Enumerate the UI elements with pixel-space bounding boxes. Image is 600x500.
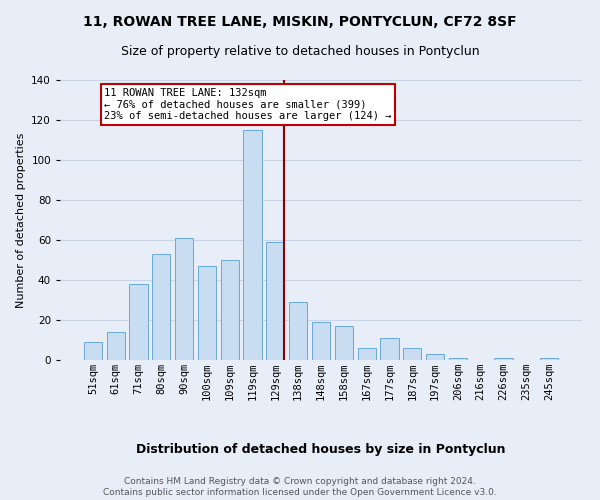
Bar — [130, 284, 148, 360]
Bar — [289, 302, 307, 360]
Bar — [494, 358, 512, 360]
Text: Size of property relative to detached houses in Pontyclun: Size of property relative to detached ho… — [121, 45, 479, 58]
Bar — [84, 342, 102, 360]
Bar — [152, 254, 170, 360]
Bar — [244, 130, 262, 360]
Bar — [198, 266, 216, 360]
Bar — [175, 238, 193, 360]
Bar — [266, 242, 284, 360]
Text: Contains HM Land Registry data © Crown copyright and database right 2024.
Contai: Contains HM Land Registry data © Crown c… — [103, 478, 497, 497]
Bar — [403, 348, 421, 360]
Bar — [358, 348, 376, 360]
Text: 11 ROWAN TREE LANE: 132sqm
← 76% of detached houses are smaller (399)
23% of sem: 11 ROWAN TREE LANE: 132sqm ← 76% of deta… — [104, 88, 392, 121]
Bar — [380, 338, 398, 360]
Y-axis label: Number of detached properties: Number of detached properties — [16, 132, 26, 308]
Bar — [449, 358, 467, 360]
Bar — [312, 322, 330, 360]
Bar — [107, 332, 125, 360]
Text: 11, ROWAN TREE LANE, MISKIN, PONTYCLUN, CF72 8SF: 11, ROWAN TREE LANE, MISKIN, PONTYCLUN, … — [83, 15, 517, 29]
Bar — [221, 260, 239, 360]
Bar — [335, 326, 353, 360]
Text: Distribution of detached houses by size in Pontyclun: Distribution of detached houses by size … — [136, 442, 506, 456]
Bar — [426, 354, 444, 360]
Bar — [540, 358, 558, 360]
